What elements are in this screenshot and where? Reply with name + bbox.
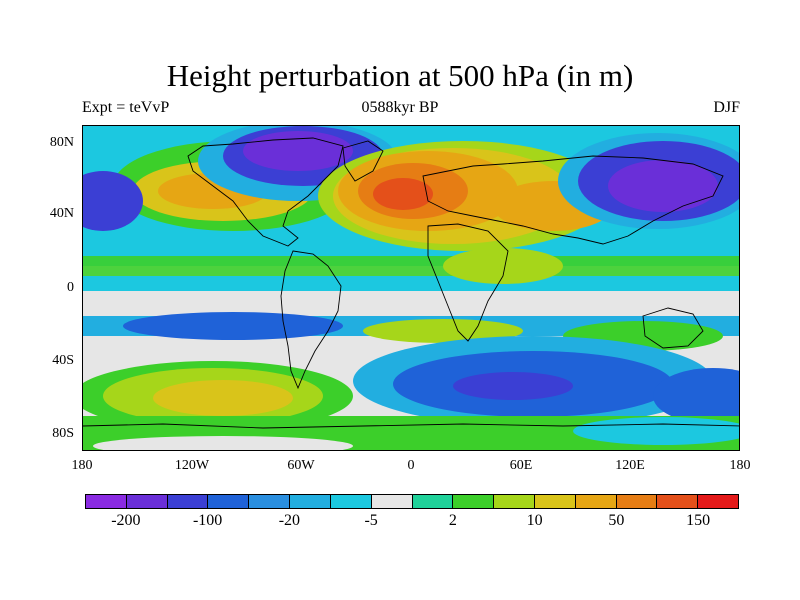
lat-label-equator: 0 xyxy=(67,280,74,295)
colorbar-label: 50 xyxy=(608,512,625,529)
colorbar-swatch xyxy=(249,495,291,508)
colorbar-swatch xyxy=(330,495,372,508)
colorbar-swatch xyxy=(616,495,658,508)
colorbar-label: -20 xyxy=(278,512,301,529)
lat-label-40n: 40N xyxy=(49,206,74,221)
colorbar-swatch xyxy=(167,495,209,508)
sh-polar-neutral xyxy=(93,436,353,450)
antarctica-outline xyxy=(83,423,739,429)
coastlines xyxy=(83,137,739,429)
lat-label-80s: 80S xyxy=(52,426,74,441)
nh-canada-low-core xyxy=(243,131,353,171)
lon-label-0: 0 xyxy=(407,458,415,473)
colorbar-label: 150 xyxy=(686,512,711,529)
lon-label-120w: 120W xyxy=(174,458,210,473)
colorbar-swatch xyxy=(657,495,699,508)
colorbar-swatch xyxy=(534,495,576,508)
colorbar-swatch xyxy=(698,495,738,508)
eurasia-outline xyxy=(422,155,724,245)
sh-polar-cyan xyxy=(573,417,739,445)
lon-label-180e: 180 xyxy=(729,458,751,473)
colorbar-swatch xyxy=(494,495,535,508)
sh-indian-low-core xyxy=(453,372,573,400)
season-label: DJF xyxy=(713,99,740,116)
lon-label-180w: 180 xyxy=(71,458,93,473)
tropics-pacific-low xyxy=(123,312,343,340)
lon-label-60w: 60W xyxy=(287,458,315,473)
tropics-atlantic-green xyxy=(363,319,523,343)
colorbar-swatch xyxy=(453,495,495,508)
australia-outline xyxy=(642,307,704,349)
colorbar-swatch xyxy=(86,495,127,508)
colorbar-label: -200 xyxy=(111,512,141,529)
south-america-outline xyxy=(280,250,342,390)
colorbar-label: -5 xyxy=(364,512,378,529)
colorbar-swatch xyxy=(126,495,168,508)
experiment-label: Expt = teVvP xyxy=(82,99,170,116)
colorbar-swatch xyxy=(412,495,454,508)
colorbar xyxy=(85,494,739,509)
nh-dateline-low xyxy=(83,171,143,231)
nh-asia-low-core xyxy=(608,160,718,212)
sh-east-low xyxy=(653,368,739,424)
tropics-africa-green xyxy=(443,248,563,284)
lon-label-120e: 120E xyxy=(615,458,645,473)
colorbar-label: 2 xyxy=(448,512,457,529)
sh-pacific-high xyxy=(153,380,293,416)
colorbar-swatch xyxy=(208,495,250,508)
colorbar-label: -100 xyxy=(192,512,223,529)
time-label: 0588kyr BP xyxy=(361,99,439,116)
map-title: Height perturbation at 500 hPa (in m) xyxy=(166,58,634,93)
colorbar-swatch xyxy=(575,495,617,508)
colorbar-swatch xyxy=(371,495,413,508)
africa-outline xyxy=(427,223,509,342)
lon-label-60e: 60E xyxy=(509,458,533,473)
nh-europe-peak xyxy=(373,178,433,210)
lat-label-80n: 80N xyxy=(49,135,74,150)
map-panel xyxy=(82,125,740,451)
colorbar-label: 10 xyxy=(526,512,543,529)
greenland-outline xyxy=(342,140,384,182)
map-canvas xyxy=(83,126,739,450)
lat-label-40s: 40S xyxy=(52,353,74,368)
north-america-outline xyxy=(187,137,344,247)
colorbar-swatch xyxy=(290,495,331,508)
